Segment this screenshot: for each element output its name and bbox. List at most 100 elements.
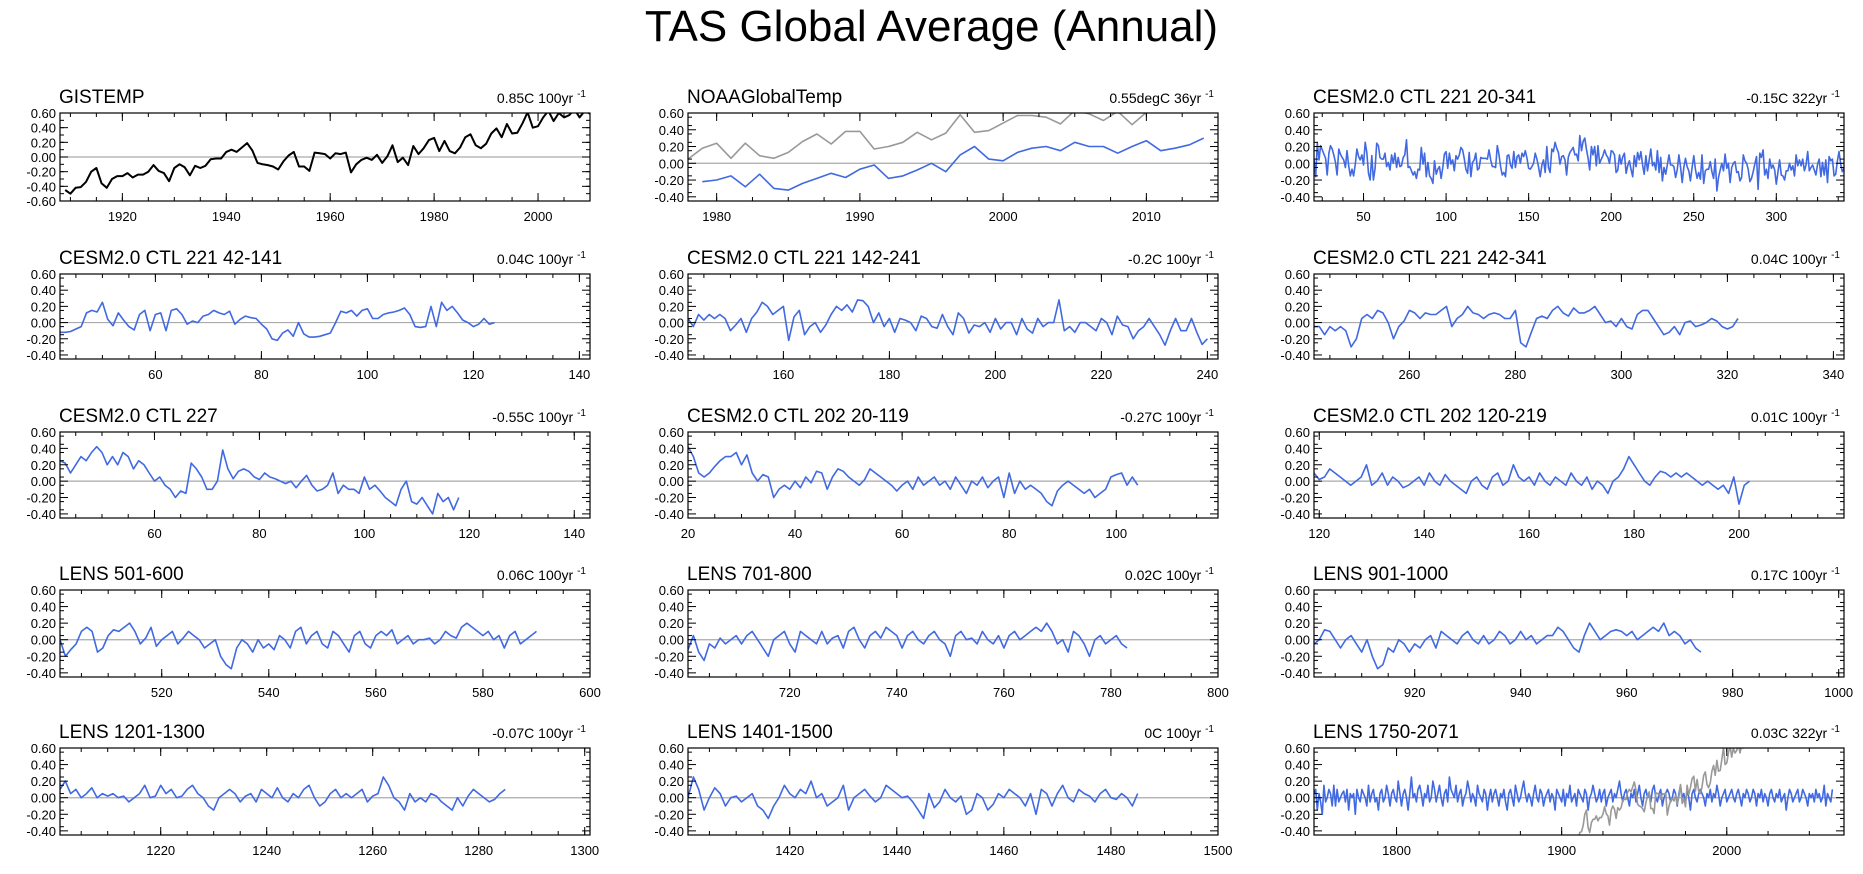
- x-tick-label: 200: [1600, 209, 1622, 224]
- x-tick-label: 1480: [1096, 843, 1125, 858]
- y-tick-label: 0.00: [1285, 633, 1310, 648]
- y-tick-label: 0.60: [1285, 106, 1310, 121]
- y-tick-label: 0.20: [1285, 774, 1310, 789]
- x-tick-label: 1980: [702, 209, 731, 224]
- x-tick-label: 60: [895, 526, 909, 541]
- trend-exponent: -1: [1831, 250, 1840, 261]
- trend-exponent: -1: [577, 566, 586, 577]
- y-tick-label: -0.20: [1280, 491, 1310, 506]
- plot-frame: [59, 431, 591, 519]
- panel-title: CESM2.0 CTL 221 142-241: [687, 248, 921, 269]
- trend-exponent: -1: [1205, 250, 1214, 261]
- panel-1: GISTEMP 0.85C 100yr -10.600.400.200.00-0.…: [26, 87, 591, 224]
- y-tick-label: 0.00: [1285, 316, 1310, 331]
- panel-trend: -0.2C 100yr -1: [1128, 250, 1214, 267]
- x-tick-label: 760: [993, 685, 1015, 700]
- panel-title: CESM2.0 CTL 227: [59, 406, 218, 427]
- y-tick-label: 0.00: [1285, 474, 1310, 489]
- x-tick-label: 140: [1413, 526, 1435, 541]
- panel-trend: -0.15C 322yr -1: [1746, 89, 1840, 106]
- series-line-1: [688, 622, 1128, 662]
- trend-exponent: -1: [1831, 89, 1840, 100]
- y-tick-label: 0.60: [1285, 583, 1310, 598]
- panel-title: CESM2.0 CTL 221 242-341: [1313, 248, 1547, 269]
- x-tick-label: 2010: [1132, 209, 1161, 224]
- x-tick-label: 250: [1683, 209, 1705, 224]
- x-tick-label: 200: [1728, 526, 1750, 541]
- x-tick-label: 140: [563, 526, 585, 541]
- x-tick-label: 1000: [1824, 685, 1853, 700]
- x-tick-label: 300: [1611, 367, 1633, 382]
- series-line-1: [688, 446, 1139, 507]
- x-tick-label: 740: [886, 685, 908, 700]
- series-line-1: [60, 776, 506, 811]
- x-tick-label: 780: [1100, 685, 1122, 700]
- x-tick-label: 300: [1765, 209, 1787, 224]
- panel-2: NOAAGlobalTemp 0.55degC 36yr -1 0.60 0.40 0.…: [654, 87, 1219, 224]
- y-tick-label: -0.20: [26, 165, 56, 180]
- y-tick-label: -0.40: [1280, 190, 1310, 205]
- y-tick-label: -0.20: [26, 807, 56, 822]
- y-tick-label: 0.00: [659, 316, 684, 331]
- y-tick-label: 0.60: [1285, 425, 1310, 440]
- plot-frame: [1313, 273, 1845, 360]
- panel-title: LENS 1750-2071: [1313, 722, 1459, 743]
- y-tick-label: 0.00: [31, 316, 56, 331]
- panel-trend: 0.04C 100yr -1: [497, 250, 587, 267]
- y-tick-label: 0.40: [1285, 441, 1310, 456]
- y-tick-label: 0.60: [659, 106, 684, 121]
- y-tick-label: -0.20: [26, 332, 56, 347]
- y-tick-label: 0.00: [659, 633, 684, 648]
- panel-14: LENS 1401-1500 0C 100yr -1 0.60 0.400.20 0.0…: [654, 722, 1232, 858]
- x-tick-label: 100: [357, 367, 379, 382]
- panel-title: CESM2.0 CTL 221 42-141: [59, 248, 282, 269]
- x-tick-label: 1440: [882, 843, 911, 858]
- panel-title: GISTEMP: [59, 87, 145, 108]
- panel-11: LENS 701-800 0.02C 100yr -1 0.60 0.400.20 0.…: [654, 564, 1228, 700]
- x-tick-label: 920: [1404, 685, 1426, 700]
- series-line-1: [702, 137, 1205, 191]
- x-tick-label: 560: [365, 685, 387, 700]
- y-tick-label: 0.20: [1285, 458, 1310, 473]
- panel-trend: -0.27C 100yr -1: [1120, 408, 1214, 425]
- y-tick-label: 0.00: [31, 474, 56, 489]
- trend-exponent: -1: [577, 89, 586, 100]
- panel-title: LENS 701-800: [687, 564, 812, 585]
- panel-trend: 0.01C 100yr -1: [1751, 408, 1841, 425]
- panel-trend: 0.85C 100yr -1: [497, 89, 587, 106]
- x-tick-label: 540: [258, 685, 280, 700]
- y-tick-label: 0.20: [659, 458, 684, 473]
- panel-title: LENS 501-600: [59, 564, 184, 585]
- plot-frame: [1313, 431, 1845, 519]
- x-tick-label: 160: [1518, 526, 1540, 541]
- y-tick-label: 0.40: [1285, 758, 1310, 773]
- y-tick-label: 0.60: [31, 425, 56, 440]
- y-tick-label: 0.20: [659, 140, 684, 155]
- x-tick-label: 80: [1002, 526, 1016, 541]
- y-tick-label: -0.40: [26, 348, 56, 363]
- y-tick-label: -0.40: [26, 179, 56, 194]
- series-line-1: [64, 113, 590, 195]
- y-tick-label: 0.60: [31, 741, 56, 756]
- x-tick-label: 180: [1623, 526, 1645, 541]
- y-tick-label: -0.20: [26, 649, 56, 664]
- x-tick-label: 1920: [108, 209, 137, 224]
- y-tick-label: 0.60: [659, 267, 684, 282]
- x-tick-label: 240: [1197, 367, 1219, 382]
- y-tick-label: 0.20: [31, 135, 56, 150]
- series-line-1: [60, 301, 495, 342]
- y-tick-label: -0.40: [654, 666, 684, 681]
- panel-trend: -0.55C 100yr -1: [492, 408, 586, 425]
- y-tick-label: -0.40: [26, 507, 56, 522]
- x-tick-label: 2000: [1712, 843, 1741, 858]
- x-tick-label: 220: [1091, 367, 1113, 382]
- y-tick-label: 0.40: [659, 758, 684, 773]
- x-tick-label: 1980: [420, 209, 449, 224]
- y-tick-label: 0.60: [659, 425, 684, 440]
- y-tick-label: 0.40: [659, 123, 684, 138]
- x-tick-label: 940: [1510, 685, 1532, 700]
- panel-13: LENS 1201-1300 -0.07C 100yr -1 0.60 0.400.2…: [26, 722, 599, 858]
- y-tick-label: -0.20: [1280, 173, 1310, 188]
- y-tick-label: -0.20: [26, 491, 56, 506]
